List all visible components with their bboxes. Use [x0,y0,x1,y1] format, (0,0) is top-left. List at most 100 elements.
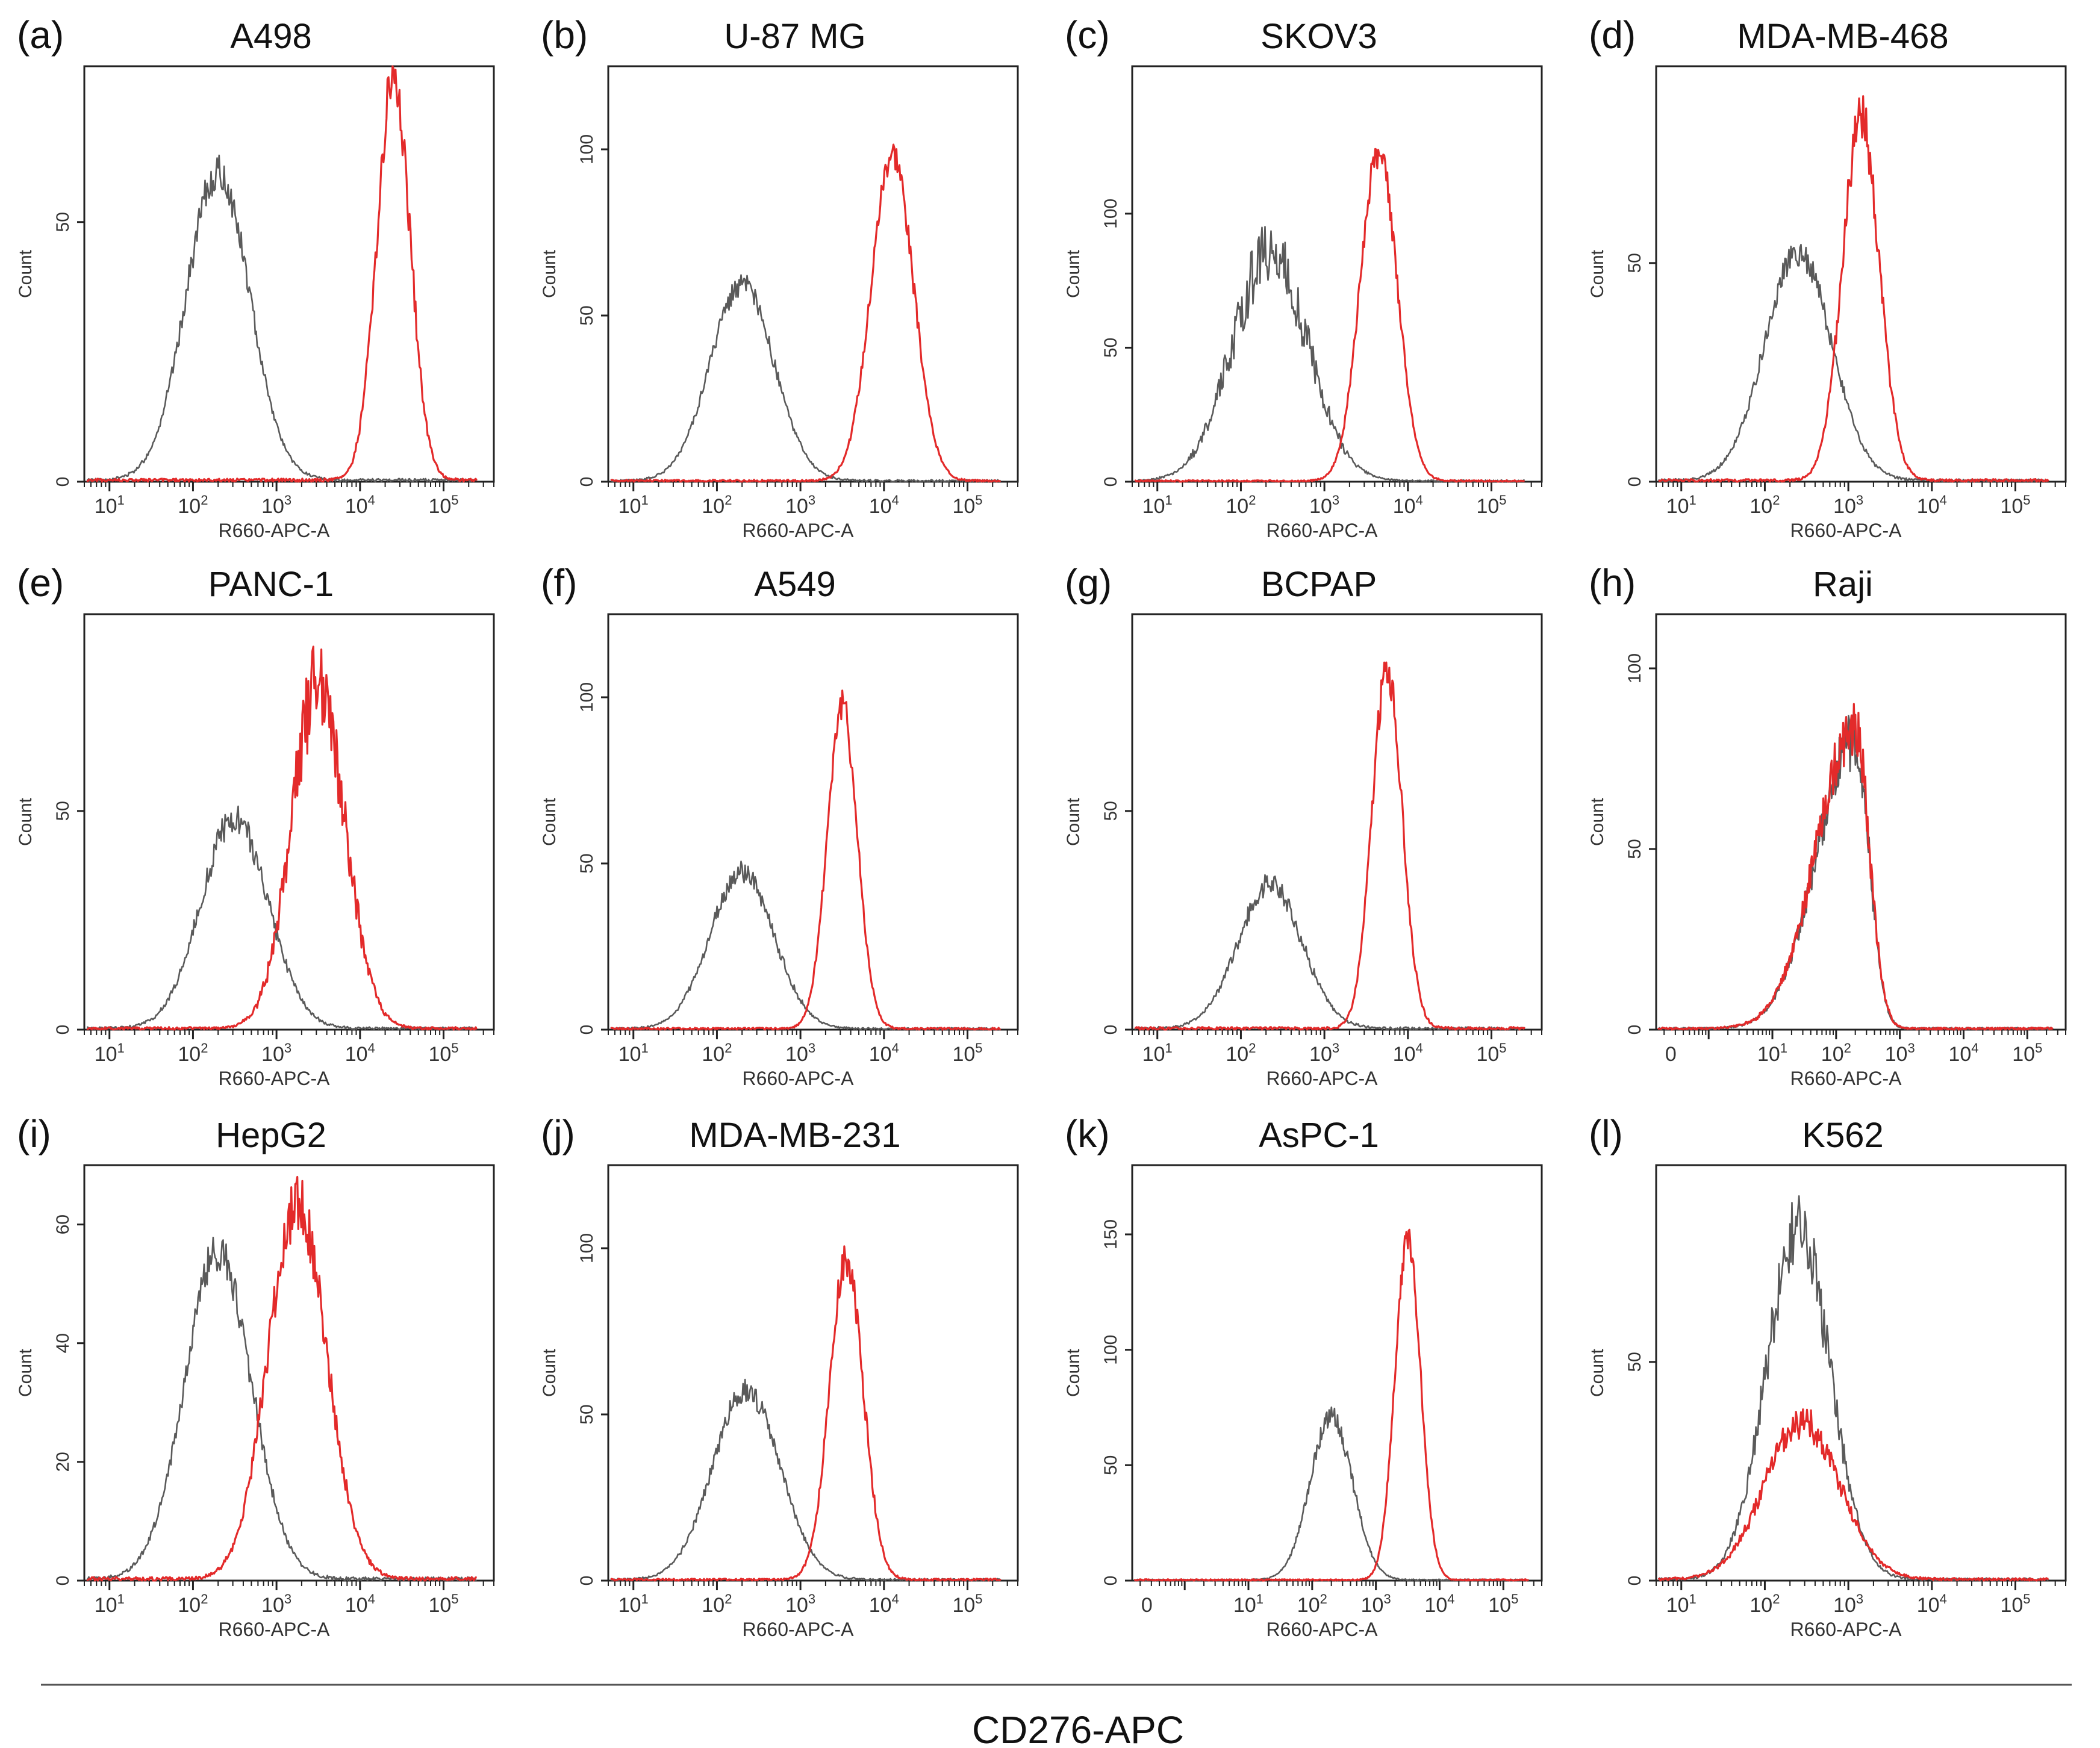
panel-h: (h) Raji Count 0 50 100 0 101 102 103 104 105 R660-A… [1587,561,2067,1089]
x-tick-label: 101 [618,1591,649,1617]
control-histogram-line [1658,1195,2049,1582]
x-tick-label: 104 [345,1591,375,1617]
panel-letter: (d) [1589,13,1636,57]
panel-title: BCPAP [1261,565,1377,604]
x-tick-label: 104 [869,493,899,518]
y-tick-label: 50 [577,1404,597,1424]
y-tick-label: 100 [577,134,597,164]
panel-title: SKOV3 [1260,17,1377,56]
y-tick-label: 0 [53,1025,73,1035]
panel-i: (i) HepG2 Count 0 20 40 60 101 102 103 104 105 R660-… [16,1112,495,1640]
panel-a: (a) A498 Count 0 50 101 102 103 104 105 R660-APC-A [16,13,495,541]
x-tick-label: 104 [1393,493,1423,518]
control-histogram-line [610,274,1002,483]
x-tick-label: 102 [702,493,732,518]
y-tick-label: 50 [577,305,597,325]
x-tick-label: 105 [428,1040,458,1066]
x-tick-label: 104 [345,1040,375,1066]
x-tick-label: 101 [1666,1591,1697,1617]
x-axis-label: R660-APC-A [1790,1619,1902,1640]
x-tick-label: 101 [95,493,125,518]
x-tick-label: 102 [1821,1040,1851,1066]
overall-x-label: CD276-APC [972,1708,1184,1748]
x-tick-label: 102 [1749,1591,1780,1617]
control-histogram-line [610,1378,1002,1582]
plot-frame [607,65,1019,483]
panel-letter: (e) [17,561,64,605]
y-tick-label: 0 [577,477,597,487]
y-axis-label: Count [540,1348,559,1397]
x-tick-label: 102 [1226,1040,1256,1066]
control-histogram-line [1657,714,2053,1031]
x-tick-label: 101 [1757,1040,1787,1066]
panel-title: Raji [1813,565,1873,604]
x-tick-label: 105 [428,493,458,518]
x-tick-label: 103 [1309,493,1339,518]
panel-g: (g) BCPAP Count 0 50 101 102 103 104 105 R660-APC-… [1064,561,1543,1089]
x-axis-label: R660-APC-A [1267,1068,1379,1089]
x-axis-label: R660-APC-A [1267,1619,1379,1640]
y-tick-label: 50 [1625,1352,1645,1372]
plot-frame [1131,1164,1543,1582]
x-tick-label: 103 [785,493,815,518]
panel-letter: (h) [1589,561,1636,605]
panel-letter: (a) [17,13,64,57]
plot-frame [607,1164,1019,1582]
control-histogram-line [87,805,477,1031]
control-histogram-line [1134,874,1525,1031]
x-tick-label: 105 [428,1591,458,1617]
panel-l: (l) K562 Count 0 50 101 102 103 104 105 R660-APC-A [1587,1112,2067,1640]
x-tick-label: 102 [702,1591,732,1617]
x-tick-label: 103 [1309,1040,1339,1066]
y-tick-label: 0 [577,1025,597,1035]
y-tick-label: 100 [577,682,597,712]
cd276-histogram-line [1134,661,1525,1031]
x-tick-label: 105 [1476,1040,1506,1066]
panel-k: (k) AsPC-1 Count 0 50 100 150 0 101 102 103 104 105 R… [1064,1112,1543,1640]
plot-frame [1655,613,2067,1031]
y-axis-label: Count [16,249,36,298]
y-axis-label: Count [1587,249,1607,298]
x-tick-label: 104 [869,1040,899,1066]
x-axis-label: R660-APC-A [219,1619,331,1640]
y-tick-label: 50 [53,801,73,821]
x-tick-label: 103 [261,1591,291,1617]
cd276-histogram-line [86,1175,477,1582]
plot-frame [607,613,1019,1031]
control-histogram-line [610,860,1002,1031]
x-axis-label: R660-APC-A [1790,520,1902,541]
panel-e: (e) PANC-1 Count 0 50 101 102 103 104 105 R660-APC… [16,561,495,1089]
y-tick-label: 0 [1101,1025,1121,1035]
x-tick-label: 103 [1885,1040,1915,1066]
x-tick-label: 102 [1749,493,1780,518]
y-tick-label: 100 [577,1233,597,1263]
cd276-histogram-line [1657,1408,2049,1582]
y-tick-label: 60 [53,1215,73,1234]
x-tick-label: 103 [1833,493,1863,518]
panel-title: MDA-MB-231 [689,1116,900,1155]
x-axis-label: R660-APC-A [219,520,331,541]
control-histogram-line [1658,243,2049,483]
panel-title: U-87 MG [724,17,865,56]
panel-j: (j) MDA-MB-231 Count 0 50 100 101 102 103 104 105 R… [540,1112,1019,1640]
y-tick-label: 50 [53,212,73,232]
plot-frame [83,1164,495,1582]
x-tick-label: 102 [1297,1591,1327,1617]
panel-title: MDA-MB-468 [1737,17,1948,56]
x-tick-label: 103 [261,493,291,518]
y-axis-label: Count [16,797,36,846]
cd276-histogram-line [86,645,478,1031]
x-tick-label: 103 [785,1591,815,1617]
x-tick-label: 105 [1488,1591,1518,1617]
x-tick-label: 101 [1142,1040,1173,1066]
x-tick-label: 105 [952,1591,982,1617]
x-tick-label: 105 [2012,1040,2042,1066]
y-tick-label: 40 [53,1333,73,1353]
x-tick-label: 104 [869,1591,899,1617]
panel-letter: (l) [1589,1112,1623,1155]
y-axis-label: Count [1587,1348,1607,1397]
y-tick-label: 50 [1101,801,1121,821]
control-histogram-line [87,154,477,483]
panel-b: (b) U-87 MG Count 0 50 100 101 102 103 104 105 R660… [540,13,1019,541]
plot-frame [1131,65,1543,483]
